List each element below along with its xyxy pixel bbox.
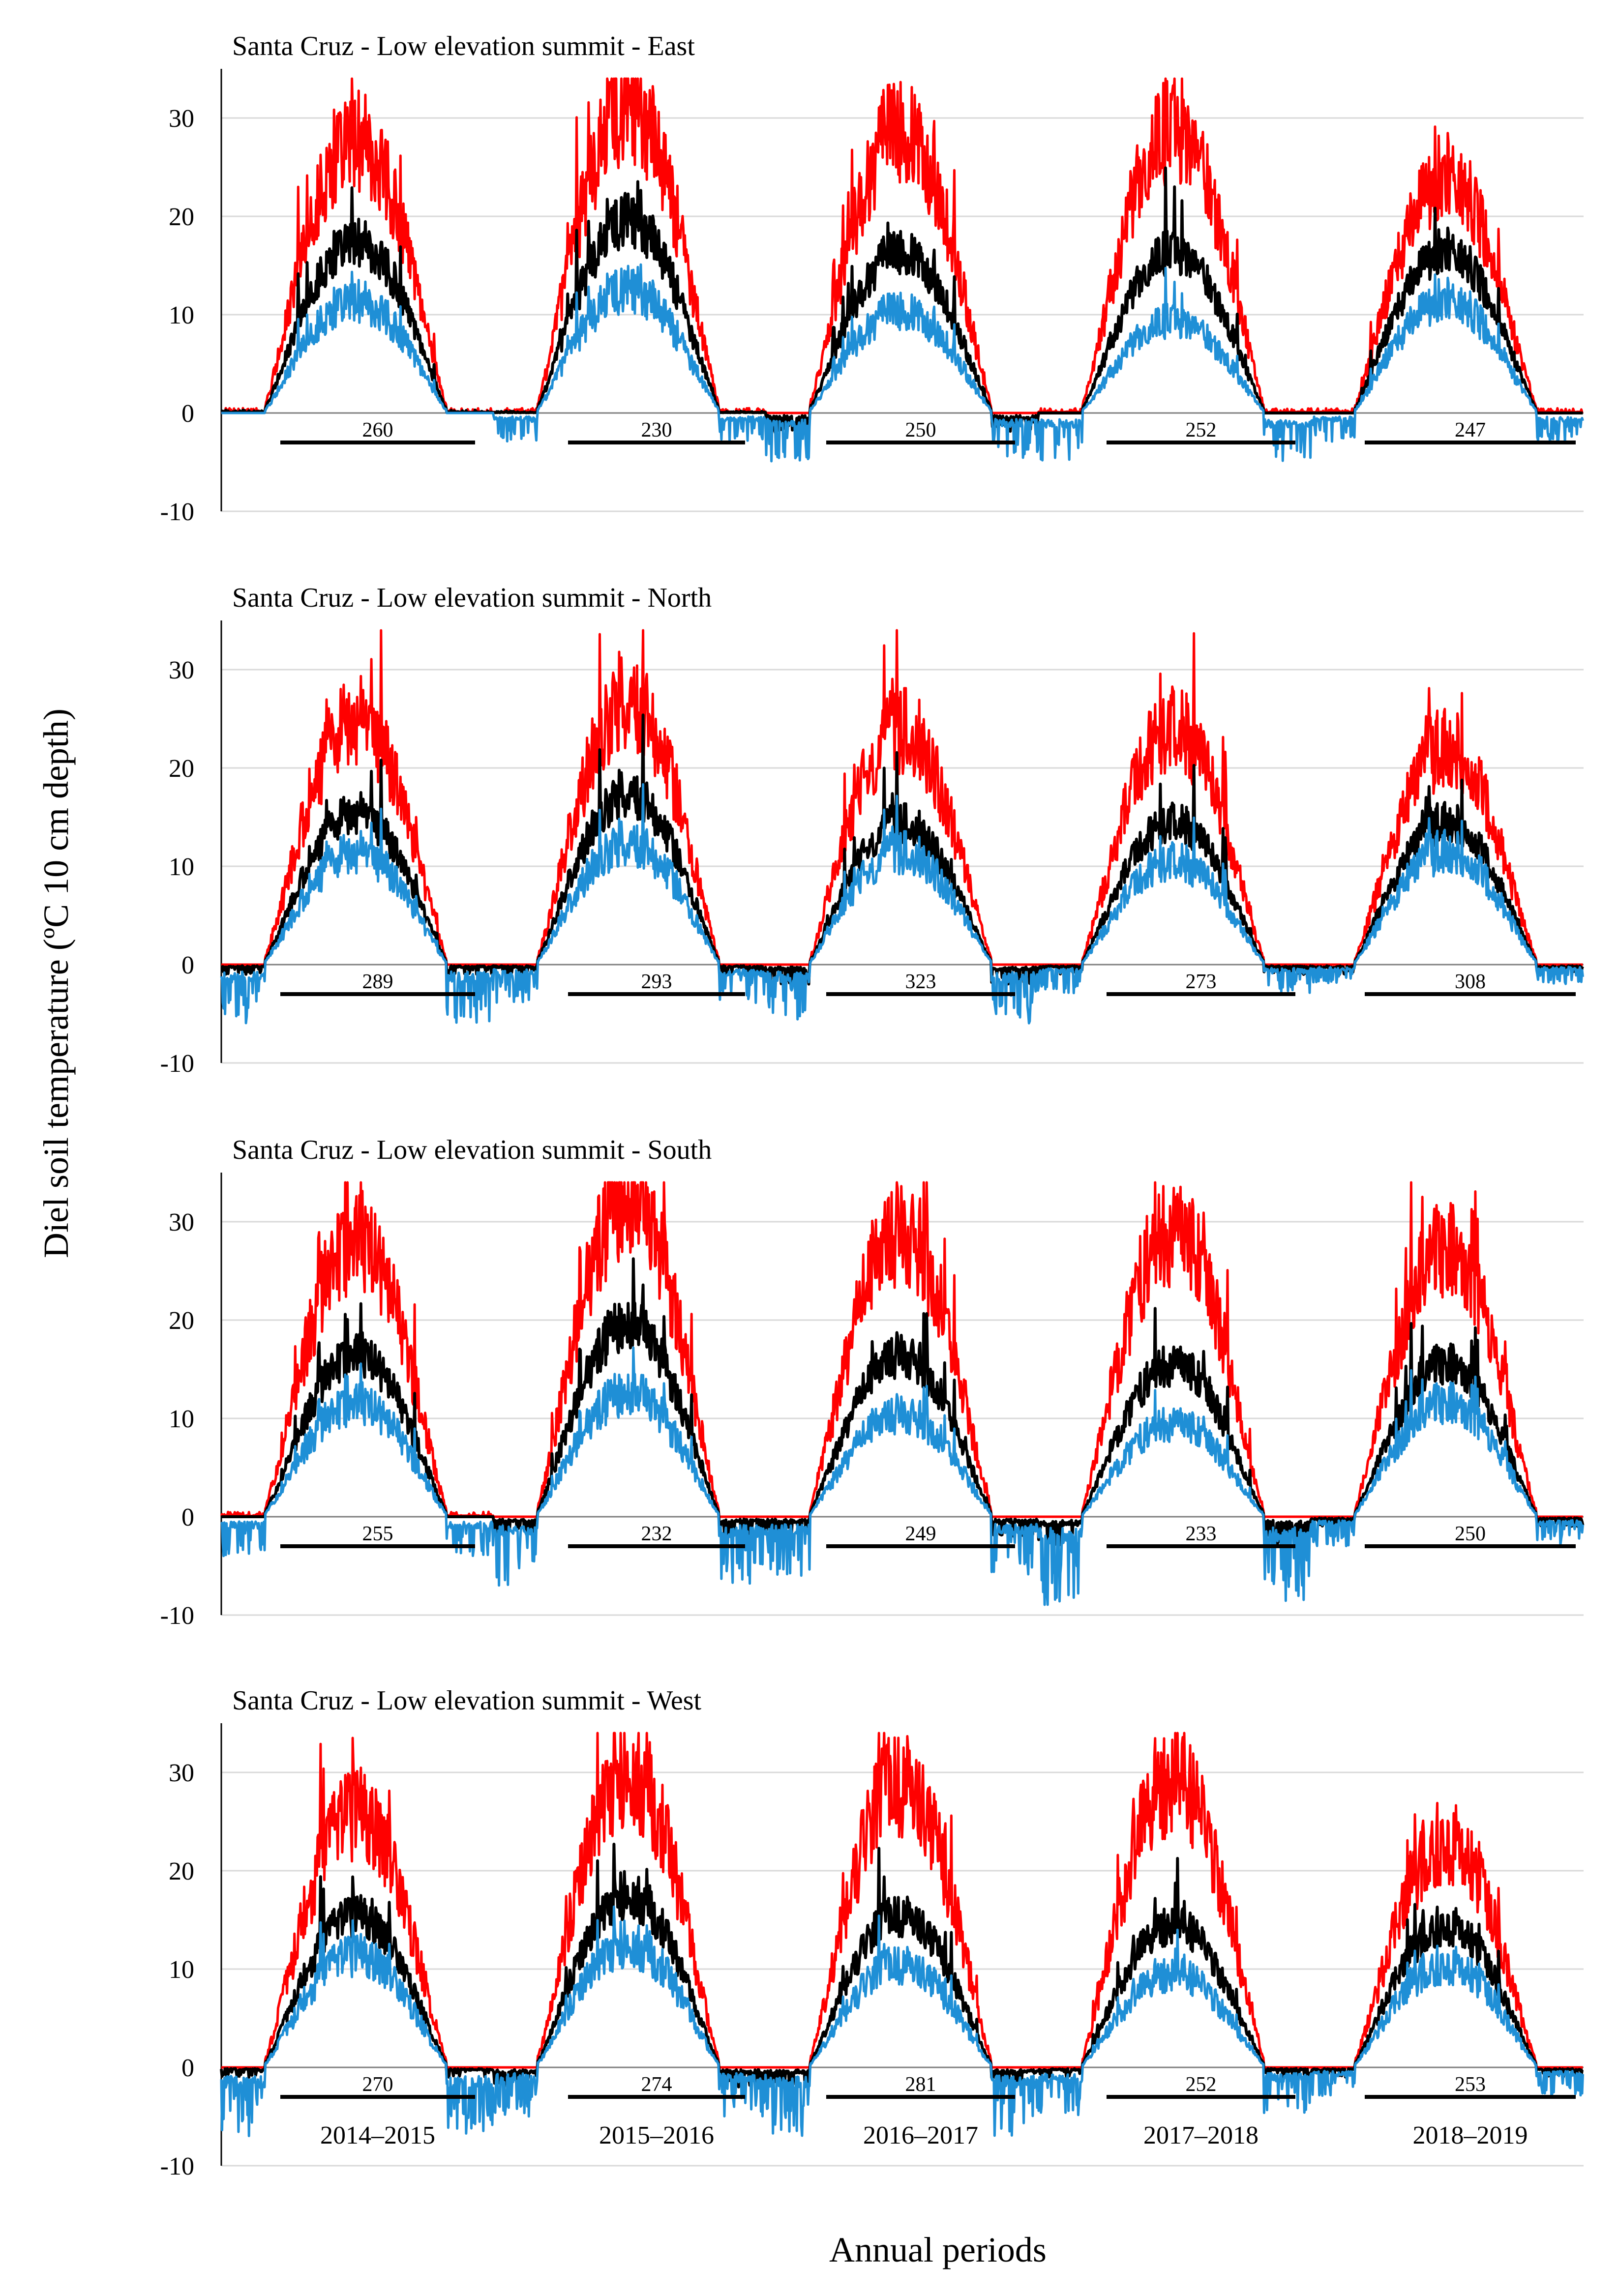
x-tick-label: 2014–2015 bbox=[320, 2121, 435, 2149]
y-tick-label: 30 bbox=[169, 656, 194, 684]
chart-title: Santa Cruz - Low elevation summit - East bbox=[232, 31, 695, 61]
x-tick-label: 2015–2016 bbox=[599, 2121, 714, 2149]
series-line-max bbox=[221, 1732, 1584, 2069]
period-days-label: 274 bbox=[641, 2073, 672, 2096]
period-days-label: 281 bbox=[905, 2073, 936, 2096]
y-tick-label: 10 bbox=[169, 853, 194, 881]
period-days-label: 252 bbox=[1186, 419, 1217, 442]
period-days-label: 260 bbox=[362, 419, 393, 442]
y-tick-label: 10 bbox=[169, 1956, 194, 1984]
y-tick-label: -10 bbox=[160, 1602, 194, 1630]
series-line-mean bbox=[220, 1843, 1584, 2089]
y-tick-label: 10 bbox=[169, 301, 194, 329]
chart-title: Santa Cruz - Low elevation summit - West bbox=[232, 1685, 701, 1716]
y-tick-label: 0 bbox=[181, 951, 194, 979]
period-days-label: 323 bbox=[905, 971, 936, 993]
period-days-label: 249 bbox=[905, 1523, 936, 1545]
period-days-label: 230 bbox=[641, 419, 672, 442]
y-axis-label: Diel soil temperature (ºC 10 cm depth) bbox=[36, 708, 76, 1258]
series-line-min bbox=[220, 1346, 1584, 1606]
series-line-min bbox=[221, 263, 1584, 463]
y-tick-label: -10 bbox=[160, 2152, 194, 2180]
x-tick-label: 2016–2017 bbox=[863, 2121, 978, 2149]
y-tick-label: 20 bbox=[169, 203, 194, 231]
panel-north: Santa Cruz - Low elevation summit - Nort… bbox=[160, 583, 1584, 1078]
period-days-label: 293 bbox=[641, 971, 672, 993]
y-tick-label: 20 bbox=[169, 1857, 194, 1885]
x-axis-label: Annual periods bbox=[829, 2230, 1047, 2269]
period-days-label: 250 bbox=[1455, 1523, 1486, 1545]
y-tick-label: 30 bbox=[169, 105, 194, 133]
series-line-min bbox=[220, 1905, 1584, 2137]
chart-title: Santa Cruz - Low elevation summit - Sout… bbox=[232, 1135, 712, 1165]
period-days-label: 233 bbox=[1186, 1523, 1217, 1545]
y-tick-label: 0 bbox=[181, 1503, 194, 1531]
panel-west: Santa Cruz - Low elevation summit - West… bbox=[160, 1685, 1584, 2180]
period-days-label: 232 bbox=[641, 1523, 672, 1545]
y-tick-label: 0 bbox=[181, 2054, 194, 2082]
period-days-label: 247 bbox=[1455, 419, 1486, 442]
x-tick-label: 2017–2018 bbox=[1143, 2121, 1258, 2149]
period-days-label: 273 bbox=[1186, 971, 1217, 993]
y-tick-label: 20 bbox=[169, 755, 194, 783]
y-tick-label: 10 bbox=[169, 1405, 194, 1433]
chart-title: Santa Cruz - Low elevation summit - Nort… bbox=[232, 583, 712, 613]
panel-south: Santa Cruz - Low elevation summit - Sout… bbox=[160, 1135, 1585, 1630]
y-tick-label: 20 bbox=[169, 1307, 194, 1335]
y-tick-label: -10 bbox=[160, 498, 194, 526]
panel-east: Santa Cruz - Low elevation summit - East… bbox=[160, 31, 1584, 526]
x-tick-label: 2018–2019 bbox=[1413, 2121, 1528, 2149]
period-days-label: 270 bbox=[362, 2073, 393, 2096]
period-days-label: 308 bbox=[1455, 971, 1486, 993]
period-days-label: 252 bbox=[1186, 2073, 1217, 2096]
series-line-min bbox=[220, 783, 1584, 1025]
period-days-label: 289 bbox=[362, 971, 393, 993]
period-days-label: 253 bbox=[1455, 2073, 1486, 2096]
y-tick-label: 30 bbox=[169, 1208, 194, 1236]
y-tick-label: 0 bbox=[181, 400, 194, 428]
y-tick-label: 30 bbox=[169, 1759, 194, 1787]
y-tick-label: -10 bbox=[160, 1050, 194, 1078]
period-days-label: 255 bbox=[362, 1523, 393, 1545]
period-days-label: 250 bbox=[905, 419, 936, 442]
